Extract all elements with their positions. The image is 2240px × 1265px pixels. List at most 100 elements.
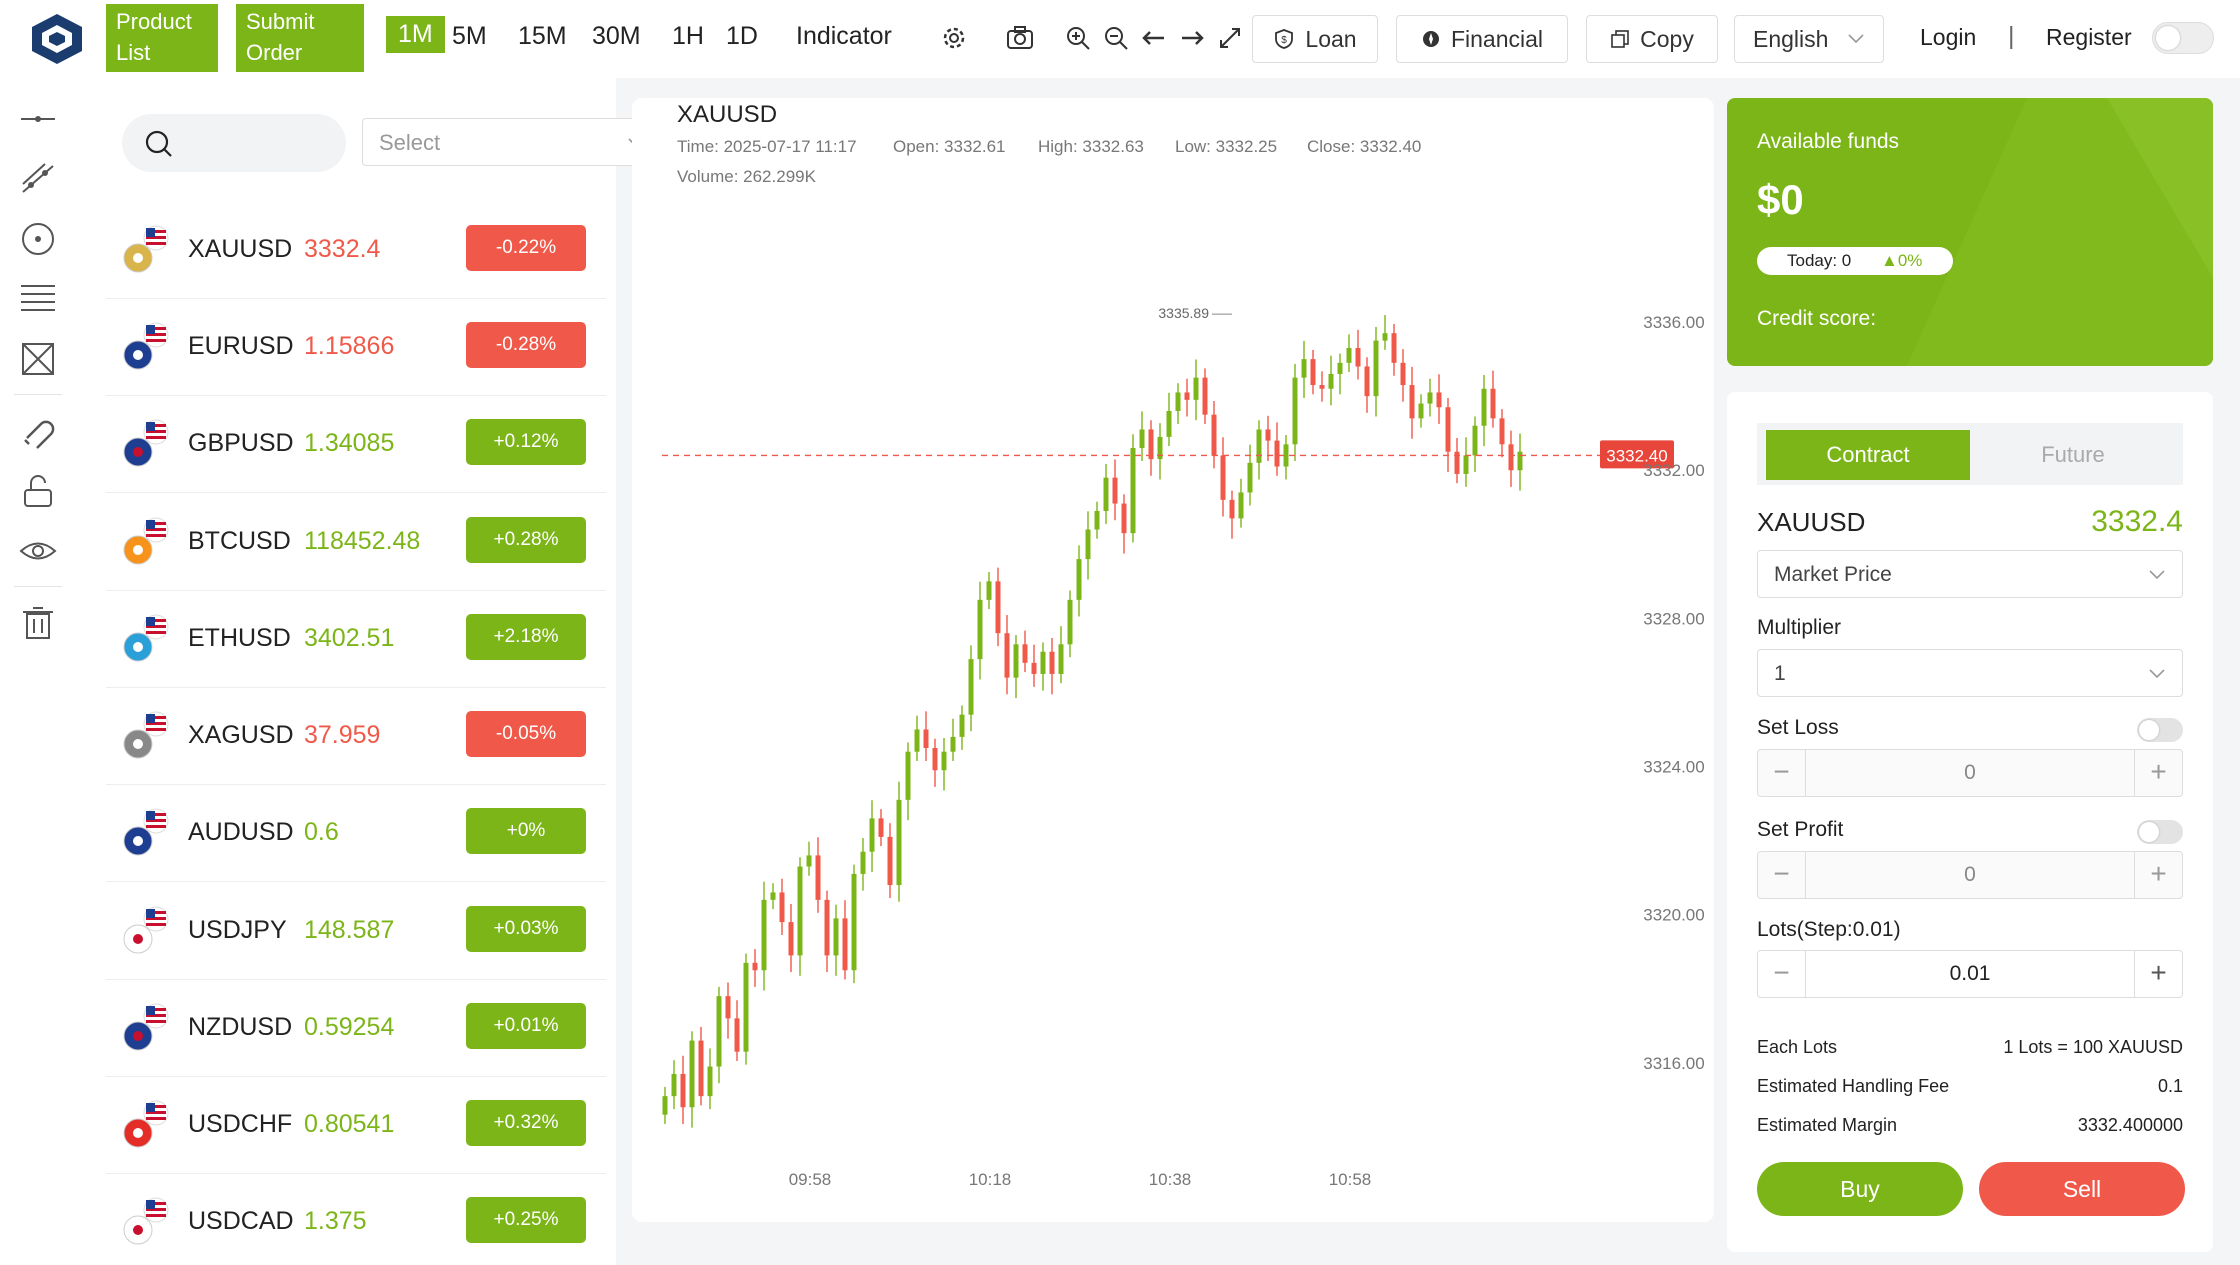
search-input[interactable] (122, 114, 346, 172)
indicator-button[interactable]: Indicator (796, 22, 892, 50)
circle-tool-icon[interactable] (17, 218, 59, 260)
currency-pair-flag-icon (123, 614, 169, 662)
instrument-price: 0.59254 (304, 1012, 395, 1041)
tab-contract[interactable]: Contract (1766, 430, 1970, 480)
instrument-row[interactable]: AUDUSD 0.6 +0% (106, 785, 606, 883)
instrument-price: 3402.51 (304, 623, 395, 652)
login-link[interactable]: Login (1920, 24, 1977, 50)
loan-button[interactable]: $ Loan (1252, 15, 1378, 63)
arrow-left-icon[interactable] (1138, 22, 1170, 54)
zoom-out-icon[interactable] (1100, 22, 1132, 54)
copy-button[interactable]: Copy (1586, 15, 1718, 63)
y-axis-tick-label: 3324.00 (1643, 758, 1704, 777)
instrument-row[interactable]: USDJPY 148.587 +0.03% (106, 883, 606, 980)
timeframe-1h[interactable]: 1H (672, 22, 704, 50)
trash-icon[interactable] (17, 602, 59, 644)
sell-button[interactable]: Sell (1979, 1162, 2185, 1216)
financial-button[interactable]: Financial (1396, 15, 1568, 63)
product-list-button[interactable]: Product List (106, 4, 218, 72)
buy-button[interactable]: Buy (1757, 1162, 1963, 1216)
arrow-right-icon[interactable] (1176, 22, 1208, 54)
candle-body (1418, 403, 1424, 419)
fee-label: Estimated Handling Fee (1757, 1076, 1950, 1096)
candle-body (977, 599, 983, 660)
horizontal-line-tool-icon[interactable] (17, 98, 59, 140)
set-profit-value[interactable]: 0 (1964, 863, 1976, 886)
currency-pair-flag-icon (123, 322, 169, 370)
instrument-row[interactable]: XAUUSD 3332.4 -0.22% (106, 202, 606, 299)
set-profit-plus[interactable]: + (2134, 852, 2182, 898)
timeframe-30m[interactable]: 30M (592, 22, 641, 50)
instrument-row[interactable]: EURUSD 1.15866 -0.28% (106, 299, 606, 397)
camera-icon[interactable] (1004, 22, 1036, 54)
order-type-select[interactable]: Market Price (1757, 550, 2183, 598)
candlestick-chart[interactable]: 3332.40 3335.89 3336.00 3332.00 3328.00 3324.… (632, 98, 1714, 1222)
candle-body (698, 1040, 704, 1097)
candle-body (1346, 348, 1352, 363)
fullscreen-icon[interactable] (1214, 22, 1246, 54)
candle-body (896, 799, 902, 886)
candle-body (1112, 477, 1118, 504)
candle-body (1157, 436, 1163, 460)
tab-future[interactable]: Future (2041, 442, 2105, 467)
ohlc-close: Close: 3332.40 (1307, 137, 1422, 156)
set-loss-minus[interactable]: − (1758, 750, 1806, 796)
fee-value: 0.1 (2157, 1076, 2183, 1096)
eye-icon[interactable] (17, 530, 59, 572)
candle-body (680, 1073, 686, 1108)
candle-body (833, 918, 839, 956)
set-profit-toggle[interactable] (2137, 820, 2183, 844)
candle-body (995, 581, 1001, 634)
timeframe-1m[interactable]: 1M (386, 16, 445, 53)
pattern-tool-icon[interactable] (17, 338, 59, 380)
instrument-price: 118452.48 (304, 526, 421, 555)
ohlc-time: Time: 2025-07-17 11:17 (677, 137, 857, 156)
lots-plus[interactable]: + (2134, 951, 2182, 997)
set-profit-minus[interactable]: − (1758, 852, 1806, 898)
candle-body (1256, 429, 1262, 463)
instrument-row[interactable]: USDCHF 0.80541 +0.32% (106, 1077, 606, 1175)
multiplier-label: Multiplier (1757, 616, 1842, 639)
credit-score-label: Credit score: (1757, 307, 1877, 330)
instrument-symbol: XAUUSD (188, 235, 293, 263)
candle-body (842, 918, 848, 971)
set-loss-toggle[interactable] (2137, 718, 2183, 742)
instrument-row[interactable]: XAGUSD 37.959 -0.05% (106, 688, 606, 786)
instrument-row[interactable]: USDCAD 1.375 +0.25% (106, 1174, 606, 1265)
register-link[interactable]: Register (2046, 24, 2132, 50)
language-select[interactable]: English (1734, 15, 1884, 63)
instrument-row[interactable]: BTCUSD 118452.48 +0.28% (106, 494, 606, 591)
candle-body (1058, 644, 1064, 674)
trend-line-tool-icon[interactable] (17, 158, 59, 200)
category-select[interactable]: Select (362, 118, 662, 166)
y-axis-tick-label: 3316.00 (1643, 1054, 1704, 1073)
instrument-row[interactable]: GBPUSD 1.34085 +0.12% (106, 396, 606, 494)
timeframe-5m[interactable]: 5M (452, 22, 487, 50)
theme-toggle[interactable] (2152, 22, 2214, 54)
instrument-symbol: XAGUSD (188, 721, 294, 750)
instrument-price: 37.959 (304, 721, 381, 750)
zoom-in-icon[interactable] (1062, 22, 1094, 54)
set-loss-value[interactable]: 0 (1964, 761, 1976, 784)
lots-minus[interactable]: − (1758, 951, 1806, 997)
submit-order-button[interactable]: Submit Order (236, 4, 364, 72)
multiplier-select[interactable]: 1 (1757, 649, 2183, 697)
candle-body (1175, 392, 1181, 411)
loan-label: Loan (1305, 25, 1357, 52)
settings-gear-icon[interactable] (938, 22, 970, 54)
logo-icon[interactable] (28, 12, 86, 66)
unlock-icon[interactable] (17, 470, 59, 512)
currency-pair-flag-icon (123, 808, 169, 856)
set-loss-plus[interactable]: + (2134, 750, 2182, 796)
fibonacci-tool-icon[interactable] (17, 278, 59, 320)
instrument-row[interactable]: NZDUSD 0.59254 +0.01% (106, 980, 606, 1077)
magnet-icon[interactable] (17, 410, 59, 452)
timeframe-1d[interactable]: 1D (726, 22, 758, 50)
timeframe-15m[interactable]: 15M (518, 22, 567, 50)
candle-body (1022, 644, 1028, 663)
instrument-symbol: USDCAD (188, 1207, 294, 1236)
candle-body (1031, 662, 1037, 674)
instrument-row[interactable]: ETHUSD 3402.51 +2.18% (106, 591, 606, 688)
candle-body (1508, 444, 1514, 471)
lots-value[interactable]: 0.01 (1949, 962, 1991, 985)
